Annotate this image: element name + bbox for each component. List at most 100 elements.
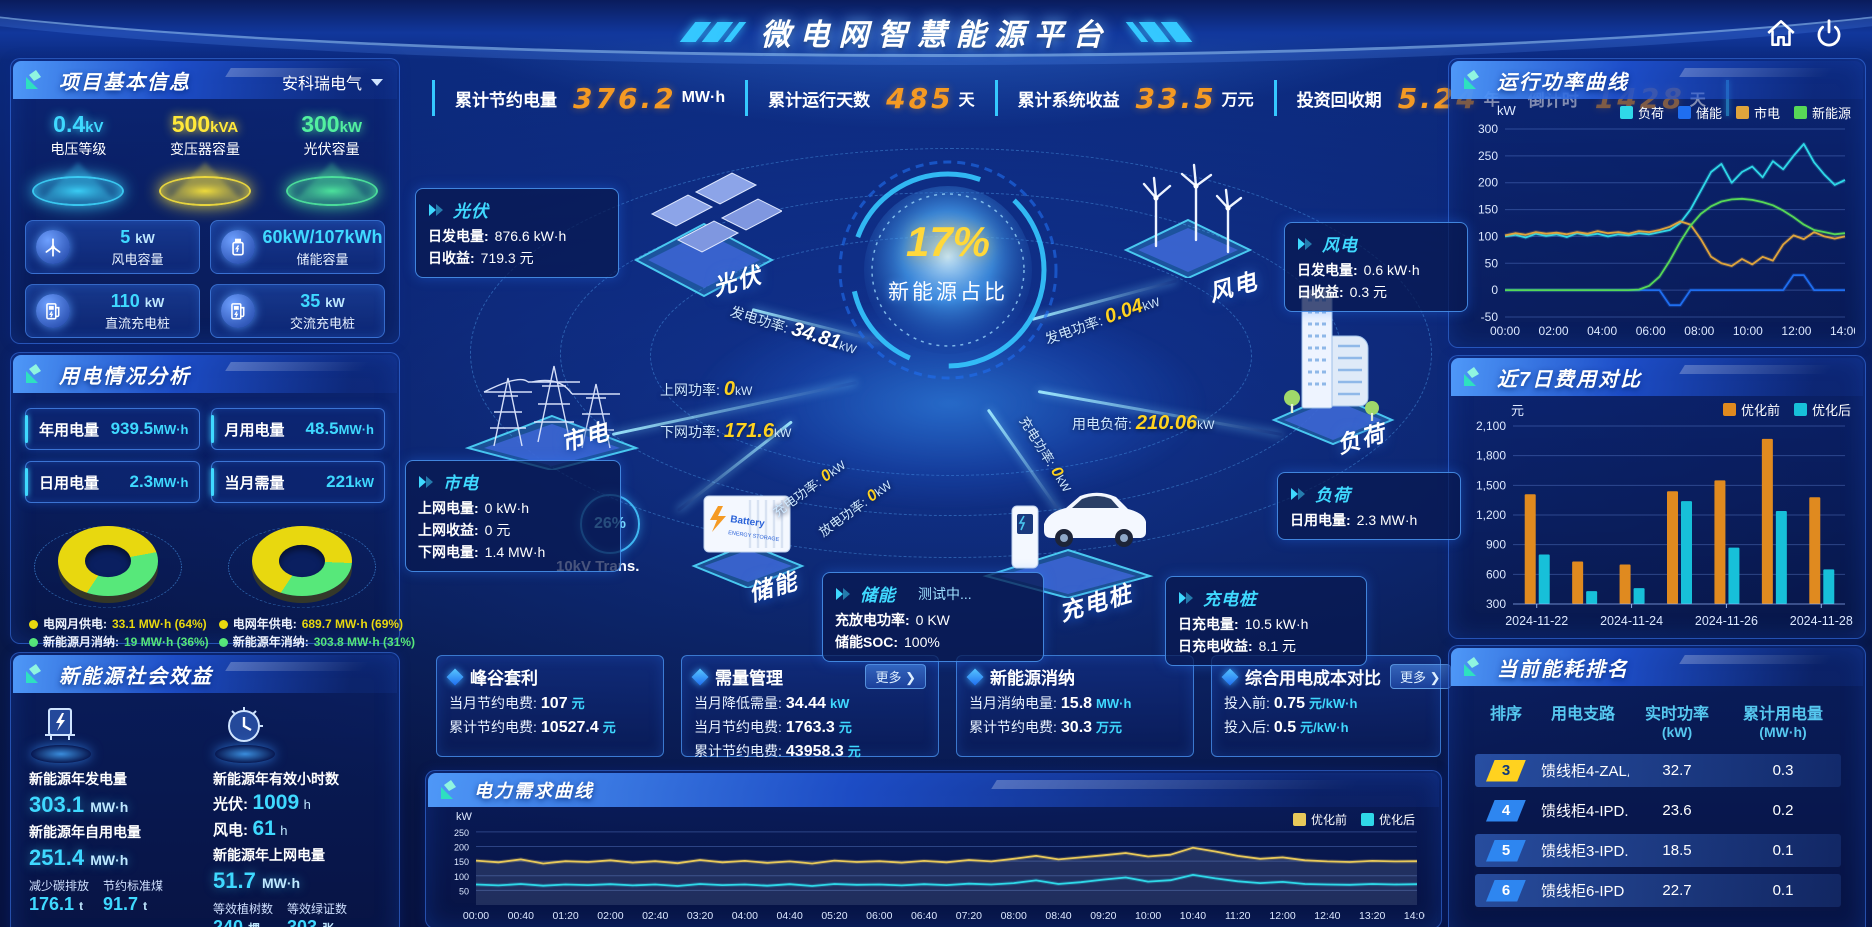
header: 微电网智慧能源平台 — [679, 10, 1193, 54]
play-icon — [836, 587, 850, 600]
svg-text:06:40: 06:40 — [911, 910, 937, 922]
branch-name: 馈线柜3-IPD... — [1541, 843, 1629, 860]
strategy-line: 当月消纳电量: 15.8 MW·h — [969, 695, 1132, 712]
rank-badge: 4 — [1486, 799, 1526, 822]
legend-item: 储能 — [1677, 103, 1722, 122]
card-label: 风电容量 — [111, 251, 164, 267]
svg-text:05:20: 05:20 — [821, 910, 847, 922]
svg-text:08:40: 08:40 — [1045, 910, 1071, 922]
svg-text:09:20: 09:20 — [1090, 910, 1116, 922]
svg-text:06:00: 06:00 — [1636, 324, 1666, 338]
run-power-chart: 300 250 200 150 100 50 0 -50 00:00 02:00 04:00 06:0… — [1459, 121, 1860, 339]
home-icon[interactable] — [1764, 16, 1798, 50]
svg-text:04:40: 04:40 — [777, 910, 803, 922]
wind-turbine-icon — [36, 230, 70, 264]
cost-legend: 优化前 优化后 — [1722, 400, 1851, 419]
svg-text:2,100: 2,100 — [1476, 419, 1506, 433]
svg-text:08:00: 08:00 — [1684, 324, 1714, 338]
power-icon[interactable] — [1812, 16, 1846, 50]
svg-text:12:00: 12:00 — [1269, 910, 1295, 922]
month-mix-legend: 电网月供电: 33.1 MW·h (64%) 新能源月消纳: 19 MW·h (36%… — [19, 615, 209, 651]
pedestal-1: 500kVA 变压器容量 — [145, 111, 265, 208]
legend-label: 储能 — [1695, 106, 1722, 121]
usage-stat-2: 日用电量 2.3MW·h — [25, 461, 200, 503]
grid-info-box: 市电 上网电量: 0 kW·h 上网收益: 0 元下网电量: 1.4 MW·h — [405, 460, 621, 572]
usage-stat-label: 当月需量 — [224, 474, 285, 492]
usage-stat-0: 年用电量 939.5MW·h — [25, 408, 200, 450]
ranking-header-1: 用电支路 — [1550, 706, 1615, 723]
play-icon — [1179, 591, 1193, 604]
total-energy: 0.1 — [1772, 882, 1794, 899]
play-icon — [419, 475, 433, 488]
usage-stat-3: 当月需量 221kW — [210, 461, 385, 503]
panel-title: 近7日费用对比 — [1497, 368, 1643, 391]
charging-pile-icon — [36, 294, 70, 328]
benefit-small-1: 节约标准煤 91.7 t — [103, 877, 163, 915]
legend-label: 新能源月消纳: — [43, 635, 119, 649]
svg-text:-50: -50 — [1481, 310, 1499, 324]
strategy-title: 峰谷套利 — [470, 669, 538, 688]
title-deco-right — [1125, 22, 1193, 42]
strategy-line: 投入前: 0.75 元/kW·h — [1224, 695, 1358, 712]
kpi-value: 485 — [886, 81, 954, 115]
generation-panel-icon — [29, 703, 99, 765]
table-row[interactable]: 6 馈线柜6-IPD 22.7 0.1 — [1475, 874, 1841, 907]
usage-stat-value: 48.5MW·h — [305, 419, 374, 438]
ranking-header-2: 实时功率 (kW) — [1644, 706, 1709, 740]
info-line: 日充电量: 10.5 kW·h — [1178, 616, 1309, 632]
load-building-illustration — [1271, 289, 1395, 446]
pedestal-label: 光伏容量 — [303, 141, 360, 157]
info-line: 日发电量: 876.6 kW·h — [428, 228, 567, 244]
usage-stats: 年用电量 939.5MW·h 月用电量 48.5MW·h 日用电量 2.3MW·h 当月需量… — [11, 393, 399, 503]
svg-text:2024-11-22: 2024-11-22 — [1505, 614, 1568, 628]
branch-name: 馈线柜4-IPD... — [1541, 803, 1629, 820]
card-value: 35 kW — [300, 290, 345, 311]
svg-text:07:20: 07:20 — [956, 910, 982, 922]
legend-label: 电网月供电: — [43, 617, 107, 631]
svg-text:2024-11-28: 2024-11-28 — [1790, 614, 1853, 628]
company-selector[interactable]: 安科瑞电气 — [282, 70, 383, 94]
svg-text:06:00: 06:00 — [866, 910, 892, 922]
more-button[interactable]: 更多 ❯ — [1390, 664, 1451, 689]
info-box-title: 光伏 — [453, 202, 489, 221]
usage-stat-label: 日用电量 — [39, 474, 100, 492]
benefit-value: 51.7 MW·h — [213, 868, 301, 893]
ranking-header-3: 累计用电量 (MW·h) — [1742, 706, 1823, 740]
table-row[interactable]: 3 馈线柜4-ZAL总 32.7 0.3 — [1475, 754, 1841, 787]
diamond-icon — [1221, 668, 1239, 685]
usage-stat-label: 月用电量 — [224, 421, 285, 439]
realtime-power: 23.6 — [1662, 802, 1692, 819]
legend-item: 优化后 — [1793, 400, 1851, 419]
page-title: 微电网智慧能源平台 — [760, 19, 1112, 52]
ranking-table-rows: 3 馈线柜4-ZAL总 32.7 0.3 4 馈线柜4-IPD... 23.6 0.2 5 馈线柜… — [1475, 754, 1841, 907]
panel-corner-icon — [438, 778, 462, 802]
more-button[interactable]: 更多 ❯ — [865, 664, 926, 689]
legend-item: 优化前 — [1722, 400, 1780, 419]
svg-text:150: 150 — [1478, 203, 1498, 217]
legend-value: 689.7 MW·h (69%) — [301, 617, 404, 631]
usage-stat-value: 2.3MW·h — [129, 472, 189, 491]
panel-demand-header: 电力需求曲线 — [428, 773, 1439, 807]
panel-energy-ranking: 当前能耗排名 排序 用电支路 实时功率 (kW) 累计用电量 (MW·h) 3 馈线柜4-Z… — [1448, 645, 1866, 927]
table-row[interactable]: 4 馈线柜4-IPD... 23.6 0.2 — [1475, 794, 1841, 827]
panel-usage-header: 用电情况分析 — [13, 355, 397, 393]
pedestal-label: 变压器容量 — [169, 141, 240, 157]
svg-text:02:40: 02:40 — [642, 910, 668, 922]
table-row[interactable]: 5 馈线柜3-IPD... 18.5 0.1 — [1475, 834, 1841, 867]
benefit-small-label: 等效植树数 — [213, 902, 274, 916]
strategy-title: 综合用电成本对比 — [1245, 669, 1381, 688]
svg-text:12:00: 12:00 — [1781, 324, 1811, 338]
realtime-power: 32.7 — [1662, 762, 1692, 779]
strategy-line: 累计节约电费: 43958.3 元 — [694, 743, 861, 760]
legend-label: 优化后 — [1378, 813, 1415, 827]
legend-item: 新能源 — [1793, 103, 1851, 122]
pv-info-box: 光伏 日发电量: 876.6 kW·h 日收益: 719.3 元 — [415, 188, 619, 278]
kpi-unit: 万元 — [1221, 92, 1254, 109]
info-box-title: 充电桩 — [1203, 590, 1257, 609]
benefit-small-value: 240 棵 — [213, 917, 260, 927]
branch-name: 馈线柜4-ZAL总 — [1541, 763, 1629, 780]
diamond-icon — [446, 668, 464, 685]
svg-text:200: 200 — [454, 843, 469, 853]
legend-label: 优化后 — [1811, 403, 1851, 418]
